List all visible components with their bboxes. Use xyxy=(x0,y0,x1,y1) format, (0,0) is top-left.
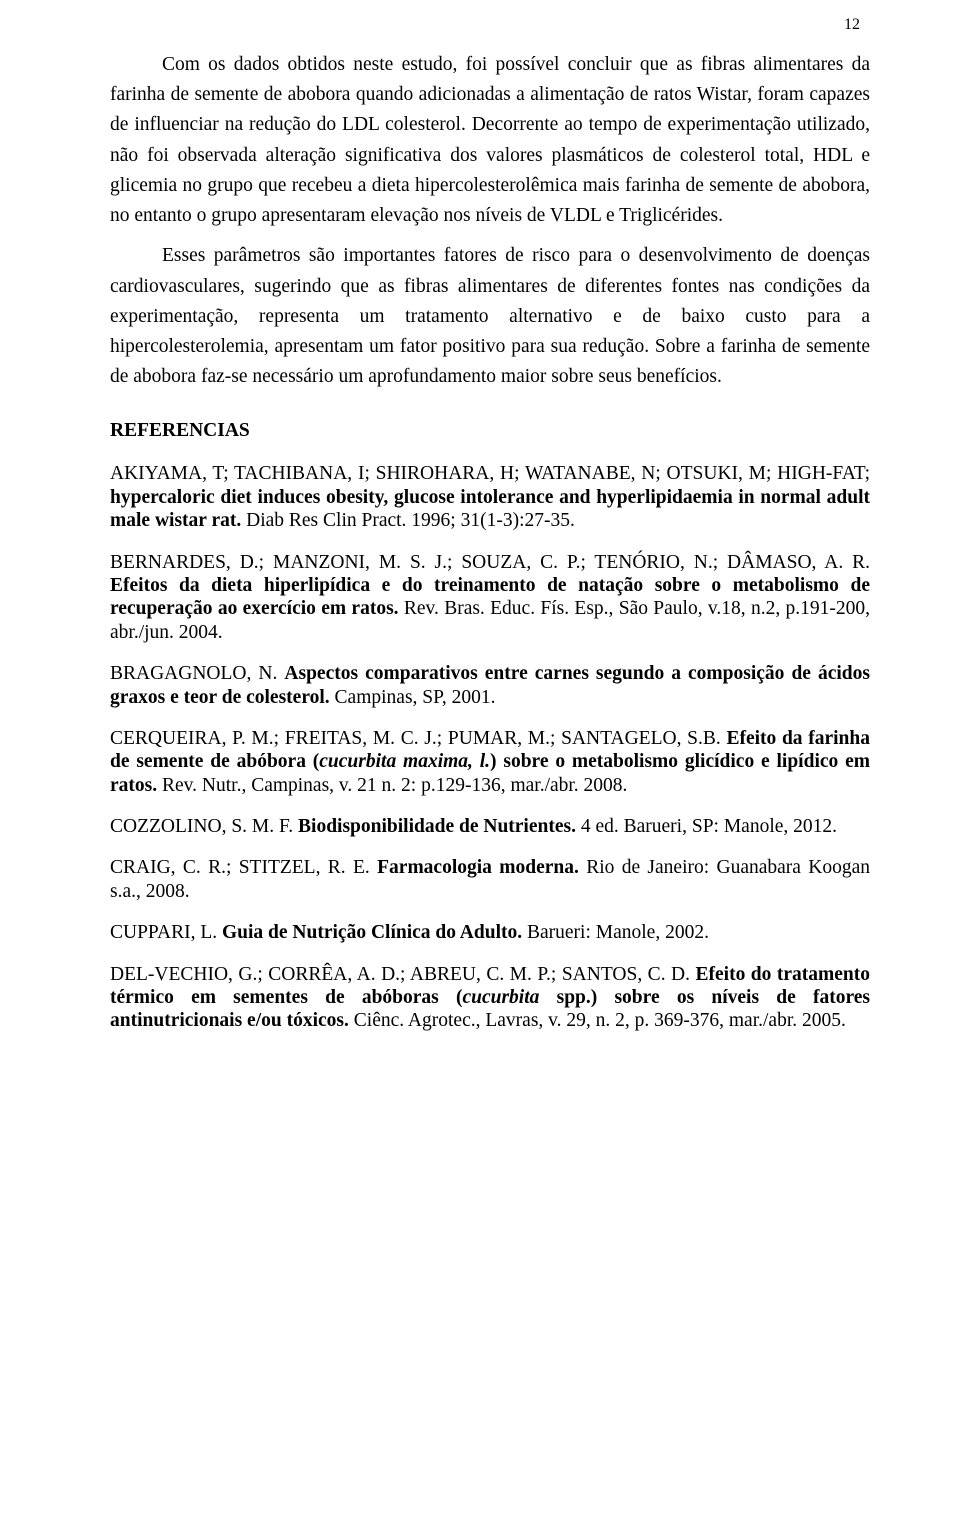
ref-authors: BRAGAGNOLO, N. xyxy=(110,663,284,684)
ref-authors: CUPPARI, L. xyxy=(110,922,222,943)
ref-authors: CRAIG, C. R.; STITZEL, R. E. xyxy=(110,857,377,878)
reference-item: CUPPARI, L. Guia de Nutrição Clínica do … xyxy=(110,921,870,944)
ref-source: Barueri: Manole, 2002. xyxy=(522,922,709,943)
ref-title-italic: cucurbita maxima, l. xyxy=(319,751,490,772)
conclusion-paragraph-2: Esses parâmetros são importantes fatores… xyxy=(110,241,870,392)
ref-authors: DEL-VECHIO, G.; CORRÊA, A. D.; ABREU, C.… xyxy=(110,964,696,985)
reference-item: BRAGAGNOLO, N. Aspectos comparativos ent… xyxy=(110,662,870,709)
ref-source: Campinas, SP, 2001. xyxy=(330,687,496,708)
ref-title: Biodisponibilidade de Nutrientes. xyxy=(298,816,576,837)
references-heading: REFERENCIAS xyxy=(110,420,870,442)
ref-title-italic: cucurbita xyxy=(462,987,539,1008)
ref-source: Ciênc. Agrotec., Lavras, v. 29, n. 2, p.… xyxy=(349,1010,846,1031)
ref-source: Diab Res Clin Pract. 1996; 31(1-3):27-35… xyxy=(241,510,575,531)
page: 12 Com os dados obtidos neste estudo, fo… xyxy=(0,0,960,1111)
reference-item: DEL-VECHIO, G.; CORRÊA, A. D.; ABREU, C.… xyxy=(110,963,870,1033)
ref-authors: BERNARDES, D.; MANZONI, M. S. J.; SOUZA,… xyxy=(110,552,870,573)
ref-title: Guia de Nutrição Clínica do Adulto. xyxy=(222,922,522,943)
reference-item: COZZOLINO, S. M. F. Biodisponibilidade d… xyxy=(110,815,870,838)
ref-source: Rev. Nutr., Campinas, v. 21 n. 2: p.129-… xyxy=(157,775,627,796)
ref-title: Farmacologia moderna. xyxy=(377,857,579,878)
ref-source: 4 ed. Barueri, SP: Manole, 2012. xyxy=(576,816,837,837)
ref-authors: CERQUEIRA, P. M.; FREITAS, M. C. J.; PUM… xyxy=(110,728,726,749)
ref-authors: COZZOLINO, S. M. F. xyxy=(110,816,298,837)
reference-item: CERQUEIRA, P. M.; FREITAS, M. C. J.; PUM… xyxy=(110,727,870,797)
conclusion-paragraph-1: Com os dados obtidos neste estudo, foi p… xyxy=(110,50,870,231)
reference-item: BERNARDES, D.; MANZONI, M. S. J.; SOUZA,… xyxy=(110,551,870,645)
ref-authors: AKIYAMA, T; TACHIBANA, I; SHIROHARA, H; … xyxy=(110,463,870,484)
reference-item: CRAIG, C. R.; STITZEL, R. E. Farmacologi… xyxy=(110,856,870,903)
reference-item: AKIYAMA, T; TACHIBANA, I; SHIROHARA, H; … xyxy=(110,462,870,532)
page-number: 12 xyxy=(844,16,860,34)
